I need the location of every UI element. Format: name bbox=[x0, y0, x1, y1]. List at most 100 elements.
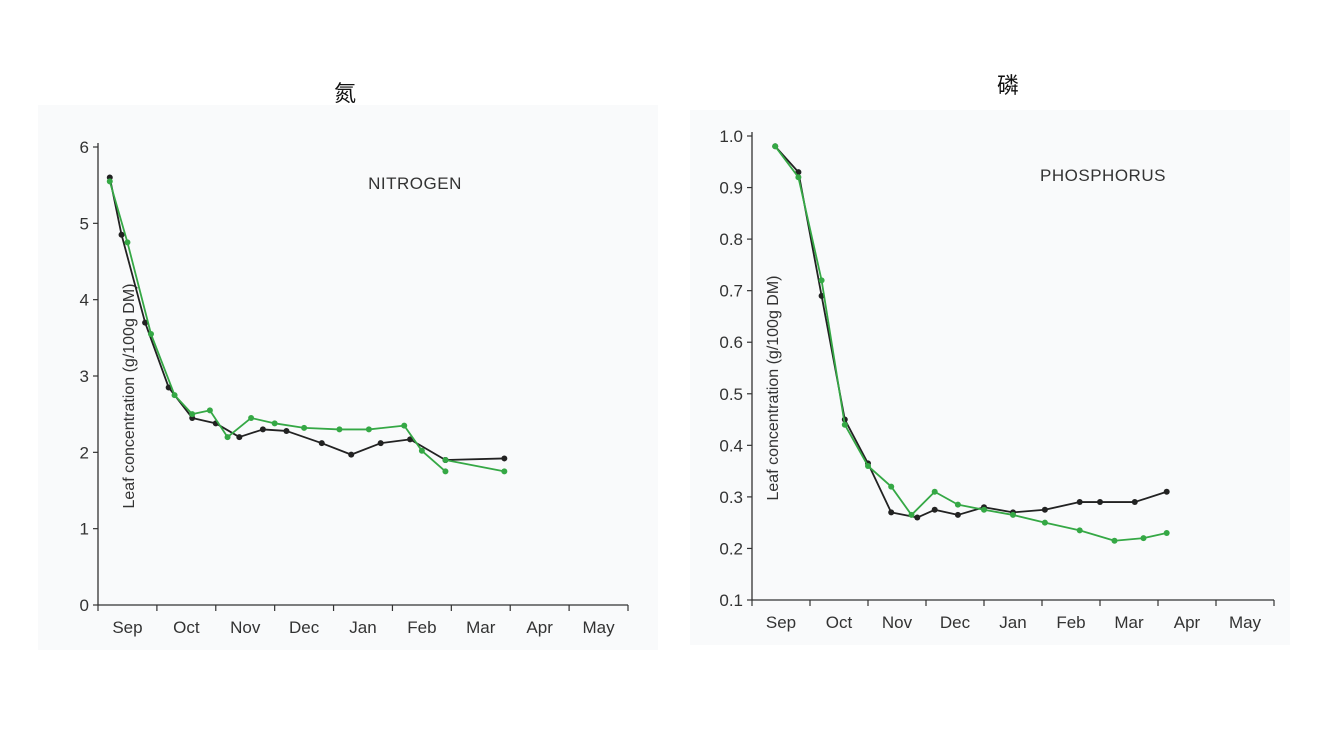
data-point bbox=[908, 511, 915, 518]
data-point bbox=[888, 509, 895, 516]
data-point bbox=[171, 392, 178, 399]
y-tick-label: 1 bbox=[80, 520, 89, 539]
chart-title-chinese-left: 氮 bbox=[334, 82, 357, 107]
data-point bbox=[148, 331, 154, 338]
data-point bbox=[981, 506, 987, 513]
data-point bbox=[418, 447, 425, 454]
data-point bbox=[401, 422, 408, 429]
data-point bbox=[248, 414, 255, 421]
x-tick-label: Apr bbox=[526, 618, 553, 637]
data-point bbox=[1163, 488, 1170, 495]
data-point bbox=[224, 434, 231, 441]
data-point bbox=[259, 426, 266, 433]
data-point bbox=[271, 420, 278, 427]
x-tick-label: Mar bbox=[466, 618, 496, 637]
x-tick-label: Jan bbox=[349, 618, 376, 637]
phosphorus-chart-panel: 0.1 0.2 0.3 0.4 0.5 0.6 0.7 0.8 0.9 1.0 Sep Oct Nov D… bbox=[690, 110, 1290, 645]
x-tick-label: May bbox=[1229, 613, 1262, 632]
data-point bbox=[365, 426, 372, 433]
data-point bbox=[106, 178, 113, 185]
x-tick-label: Feb bbox=[1056, 613, 1085, 632]
x-tick-label: Mar bbox=[1114, 613, 1144, 632]
data-point bbox=[772, 143, 779, 150]
x-tick-label: Dec bbox=[940, 613, 971, 632]
y-tick-label: 0.8 bbox=[719, 230, 743, 249]
x-tick-label: May bbox=[582, 618, 615, 637]
y-tick-label: 0.9 bbox=[719, 179, 743, 198]
data-point bbox=[1097, 499, 1103, 506]
x-tick-label: Feb bbox=[407, 618, 436, 637]
data-point bbox=[931, 488, 938, 495]
y-tick-label: 2 bbox=[80, 443, 89, 462]
data-point bbox=[865, 462, 871, 469]
series-line bbox=[108, 181, 447, 473]
data-point bbox=[142, 319, 149, 326]
y-tick-label: 0.4 bbox=[719, 436, 743, 455]
data-point bbox=[377, 440, 384, 447]
data-point bbox=[888, 483, 895, 490]
data-point bbox=[1131, 499, 1138, 506]
data-point bbox=[236, 434, 243, 441]
nitrogen-chart: 0 1 2 3 4 5 6 Sep Oct Nov Dec Jan Feb Mar Apr May Leaf c… bbox=[80, 138, 629, 637]
y-tick-label: 0.6 bbox=[719, 333, 743, 352]
y-tick-label: 0.3 bbox=[719, 488, 743, 507]
data-point bbox=[407, 436, 414, 443]
x-tick-label: Oct bbox=[173, 618, 200, 637]
data-point bbox=[318, 440, 325, 447]
chart-title: NITROGEN bbox=[368, 174, 462, 193]
y-tick-label: 4 bbox=[80, 291, 89, 310]
data-point bbox=[501, 468, 508, 475]
data-point bbox=[206, 407, 213, 414]
data-point bbox=[501, 455, 508, 462]
y-tick-label: 3 bbox=[80, 367, 89, 386]
x-tick-label: Oct bbox=[826, 613, 853, 632]
data-point bbox=[336, 426, 343, 433]
data-point bbox=[442, 456, 449, 463]
data-point bbox=[1076, 499, 1083, 506]
data-point bbox=[1076, 527, 1083, 534]
data-point bbox=[1111, 537, 1118, 544]
data-point bbox=[442, 468, 449, 475]
chart-title-chinese-right: 磷 bbox=[997, 74, 1020, 99]
y-tick-label: 0 bbox=[80, 596, 89, 615]
x-tick-label: Sep bbox=[766, 613, 796, 632]
data-point bbox=[1140, 535, 1147, 542]
data-point bbox=[841, 421, 848, 428]
data-point bbox=[931, 506, 938, 513]
data-point bbox=[914, 514, 921, 521]
data-point bbox=[1010, 511, 1016, 518]
x-tick-label: Jan bbox=[999, 613, 1026, 632]
series-line bbox=[774, 145, 1167, 519]
series-line bbox=[445, 457, 505, 461]
y-tick-label: 0.7 bbox=[719, 282, 743, 301]
data-point bbox=[118, 231, 125, 238]
y-tick-label: 0.2 bbox=[719, 539, 743, 558]
data-point bbox=[1041, 519, 1048, 526]
x-tick-label: Apr bbox=[1174, 613, 1201, 632]
y-axis-label: Leaf concentration (g/100g DM) bbox=[121, 283, 138, 508]
data-point bbox=[1041, 506, 1048, 513]
x-tick-label: Nov bbox=[882, 613, 913, 632]
series-line bbox=[108, 177, 446, 461]
data-point bbox=[1163, 529, 1170, 536]
data-point bbox=[954, 501, 961, 508]
x-tick-label: Dec bbox=[289, 618, 320, 637]
nitrogen-chart-panel: 0 1 2 3 4 5 6 Sep Oct Nov Dec Jan Feb Mar Apr May Leaf c… bbox=[38, 105, 658, 650]
y-tick-label: 0.1 bbox=[719, 591, 743, 610]
chart-title: PHOSPHORUS bbox=[1040, 166, 1166, 185]
data-point bbox=[795, 174, 802, 181]
data-point bbox=[124, 239, 131, 246]
y-tick-label: 6 bbox=[80, 138, 89, 157]
y-tick-label: 0.5 bbox=[719, 385, 743, 404]
data-point bbox=[189, 411, 196, 418]
series-line bbox=[445, 459, 505, 473]
y-tick-label: 1.0 bbox=[719, 127, 743, 146]
data-point bbox=[954, 511, 961, 518]
series-line bbox=[774, 145, 1167, 542]
data-point bbox=[795, 169, 802, 176]
x-tick-label: Sep bbox=[112, 618, 142, 637]
data-point bbox=[818, 277, 825, 284]
phosphorus-chart: 0.1 0.2 0.3 0.4 0.5 0.6 0.7 0.8 0.9 1.0 Sep Oct Nov D… bbox=[719, 127, 1275, 632]
y-tick-label: 5 bbox=[80, 214, 89, 233]
data-point bbox=[283, 427, 290, 434]
